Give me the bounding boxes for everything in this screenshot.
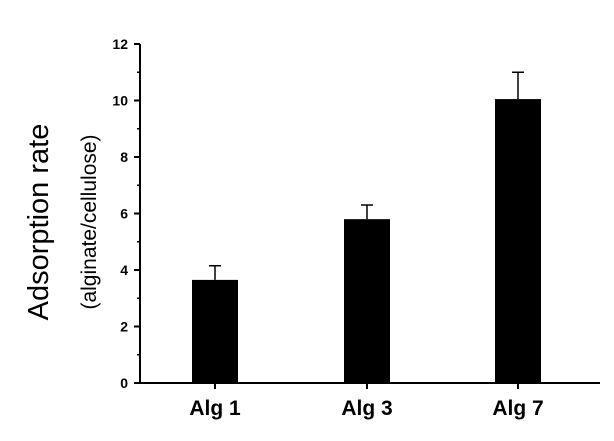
- plot-area: 0 2 4 6 8 10 12 Alg 1 Alg 3 Alg 7: [112, 36, 600, 420]
- bar: [192, 279, 238, 383]
- y-tick-label: 2: [120, 319, 128, 335]
- y-axis-sublabel: (alginate/cellulose): [78, 134, 101, 309]
- y-tick-label: 4: [120, 262, 128, 278]
- x-tick-label: Alg 1: [189, 397, 241, 420]
- y-tick-label: 0: [120, 375, 128, 391]
- y-tick-label: 6: [120, 206, 128, 222]
- x-tick-label: Alg 7: [492, 397, 543, 420]
- bar: [495, 99, 541, 384]
- x-tick-label: Alg 3: [341, 397, 392, 420]
- y-tick-label: 12: [112, 36, 128, 52]
- y-tick-label: 8: [120, 149, 128, 165]
- y-tick-label: 10: [112, 93, 128, 109]
- bar: [344, 219, 390, 383]
- y-axis-label: Adsorption rate: [23, 124, 55, 321]
- y-axis-title: Adsorption rate (alginate/cellulose): [23, 124, 101, 321]
